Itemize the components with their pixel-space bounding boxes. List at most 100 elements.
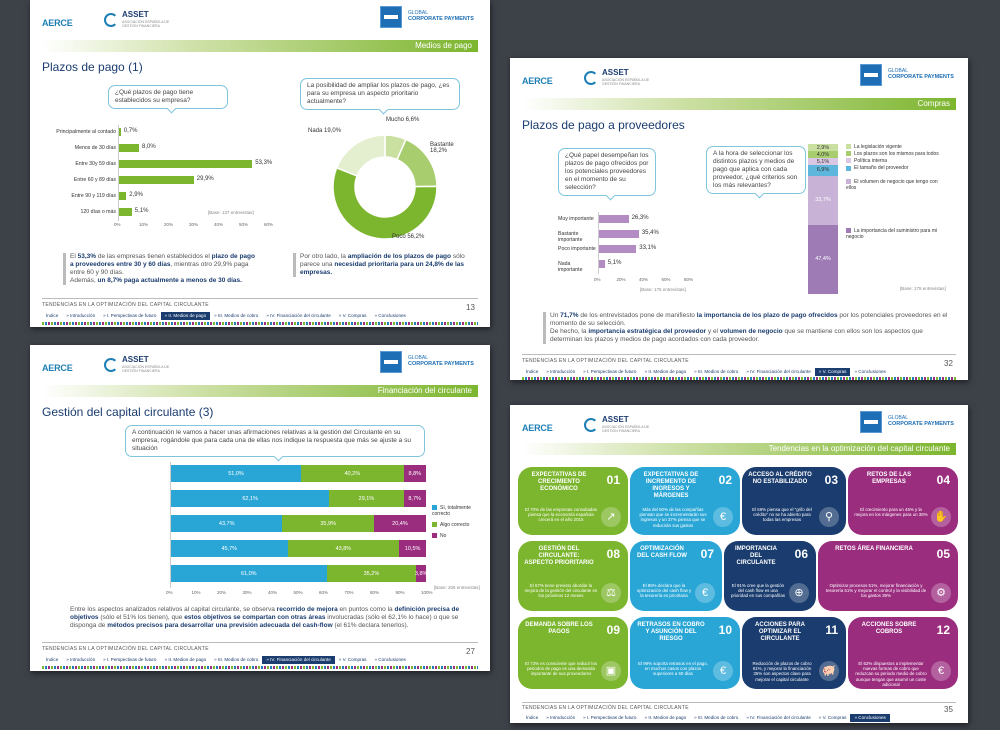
nav-link[interactable]: » I. Perspectivas de futuro	[103, 313, 157, 318]
nav-link[interactable]: » V. Compras	[814, 368, 851, 376]
bar-segment: 43,8%	[287, 540, 400, 557]
nav-link[interactable]: » III. Medios de cobro	[694, 715, 739, 720]
nav-link[interactable]: » IV. Financiación del circulante	[266, 313, 331, 318]
trend-text: El 73% es consciente que reducir los per…	[525, 661, 597, 677]
nav-link[interactable]: » II. Medios de pago	[164, 657, 207, 662]
footer-nav: Índice » Introducción » I. Perspectivas de…	[42, 312, 410, 320]
bar	[119, 128, 121, 136]
aerce-logo: AERCE	[522, 423, 553, 433]
page-number: 32	[944, 359, 953, 368]
nav-link[interactable]: Índice	[526, 369, 539, 374]
nav-link[interactable]: » Introducción	[66, 313, 96, 318]
nav-link[interactable]: » Introducción	[546, 715, 576, 720]
nav-link[interactable]: Índice	[526, 715, 539, 720]
trend-title: RETOS ÁREA FINANCIERA	[835, 546, 913, 552]
bar-value: 5,1%	[607, 260, 622, 266]
bar-row: Entre 90 y 119 días 2,9%	[71, 191, 269, 201]
trend-number: 06	[794, 547, 808, 561]
page-number: 27	[466, 647, 475, 656]
legend-label: Algo correcto	[440, 522, 470, 528]
bar-chart: Muy importante 26,3% Bastante importante 35…	[558, 212, 689, 274]
trend-number: 01	[606, 473, 620, 487]
axis-tick: 20%	[616, 277, 626, 282]
x-axis: 0% 10% 20% 30% 40% 50% 60%	[114, 222, 273, 230]
row-label: Los objetivos relativos a una gestión ef…	[73, 488, 168, 509]
footer-nav: Índice » Introducción » I. Perspectivas de…	[522, 368, 890, 376]
nav-link[interactable]: » Introducción	[546, 369, 576, 374]
nav-link[interactable]: » Introducción	[66, 657, 96, 662]
nav-link[interactable]: » Conclusiones	[850, 714, 890, 722]
axis-tick: 50%	[239, 222, 249, 227]
trend-number: 04	[936, 473, 950, 487]
section-band: Medios de pago	[42, 40, 478, 52]
trend-number: 10	[718, 623, 732, 637]
legend-item: No	[432, 533, 487, 539]
legend-item: La importancia del suministro para mi ne…	[846, 228, 946, 240]
page-title: Plazos de pago a proveedores	[522, 118, 685, 132]
axis-tick: 80%	[684, 277, 694, 282]
summary-text: Entre los aspectos analizados relativos …	[70, 606, 460, 629]
question-bubble: ¿Qué plazos de pago tiene establecidos s…	[108, 85, 228, 109]
bar-value: 29,9%	[196, 176, 214, 182]
question-bubble: A continuación le vamos a hacer unas afi…	[125, 425, 425, 457]
legend-item: Algo correcto	[432, 522, 487, 528]
nav-link[interactable]: » I. Perspectivas de futuro	[103, 657, 157, 662]
row-label: En mi empresa efectuamos un seguimiento …	[73, 541, 169, 556]
legend-item: La legislación vigente	[846, 144, 946, 150]
money-icon: €	[713, 507, 733, 527]
section-band: Financiación del circulante	[42, 385, 478, 397]
bar-value: 8,0%	[142, 144, 156, 150]
nav-link[interactable]: » IV. Financiación del circulante	[262, 656, 335, 664]
axis-tick: 0%	[594, 277, 601, 282]
donut-slice	[332, 166, 438, 240]
trend-text: El 70% de las empresas consultadas piens…	[525, 507, 597, 523]
bar-row: Principalmente al contado 0,7%	[56, 127, 269, 137]
nav-link[interactable]: » II. Medios de pago	[644, 715, 687, 720]
trend-card: RETRASOS EN COBRO Y ASUNCIÓN DEL RIESGO E…	[630, 617, 740, 689]
trend-title: ACCIONES SOBRE COBROS	[861, 622, 917, 635]
nav-link[interactable]: » V. Compras	[818, 715, 847, 720]
trend-title: DEMANDA SOBRE LOS PAGOS	[525, 622, 593, 635]
nav-link[interactable]: » IV. Financiación del circulante	[746, 369, 811, 374]
gears-icon: ⚙	[931, 583, 951, 603]
nav-link[interactable]: » Conclusiones	[854, 369, 886, 374]
bar-value: 33,1%	[639, 245, 657, 251]
bar-segment: 43,7%	[171, 515, 283, 532]
nav-link[interactable]: » II. Medios de pago	[644, 369, 687, 374]
nav-link[interactable]: » III. Medios de cobro	[214, 313, 259, 318]
nav-link[interactable]: » I. Perspectivas de futuro	[583, 369, 637, 374]
trend-text: El 91% cree que la gestión del cash flow…	[731, 583, 785, 599]
x-axis: 0% 10% 20% 30% 40% 50% 60% 70% 80% 90% 100%	[166, 590, 433, 598]
amex-logo	[380, 6, 402, 28]
bar-value: 26,3%	[631, 215, 649, 221]
nav-link[interactable]: » Conclusiones	[374, 313, 406, 318]
nav-link[interactable]: » V. Compras	[338, 313, 367, 318]
bar-label: Entre 30y 59 días	[75, 161, 116, 167]
page-number: 35	[944, 705, 953, 714]
nav-link[interactable]: » Conclusiones	[374, 657, 406, 662]
nav-link[interactable]: » III. Medios de cobro	[214, 657, 259, 662]
bar-segment: 8,8%	[403, 465, 426, 482]
nav-link[interactable]: Índice	[46, 657, 59, 662]
nav-link[interactable]: » III. Medios de cobro	[694, 369, 739, 374]
trend-card: ACCIONES SOBRE COBROS El 62% dispuestos a…	[848, 617, 958, 689]
nav-link[interactable]: Índice	[46, 313, 59, 318]
nav-link[interactable]: » IV. Financiación del circulante	[746, 715, 811, 720]
trend-text: El 85% declara que la optimización del c…	[636, 583, 692, 599]
bar-label: Principalmente al contado	[56, 129, 116, 135]
legend-item: Sí, totalmente correcto	[432, 505, 487, 517]
legend-item: Los plazos son los mismos para todos	[846, 151, 946, 157]
nav-link[interactable]: » II. Medios de pago	[160, 312, 211, 320]
amex-logo	[860, 411, 882, 433]
trend-number: 11	[825, 623, 838, 637]
bar-label: Entre 60 y 89 días	[73, 177, 116, 183]
bar-row: Muy importante 26,3%	[558, 214, 689, 224]
trend-title: IMPORTANCIA DEL CIRCULANTE	[735, 546, 777, 566]
nav-link[interactable]: » V. Compras	[338, 657, 367, 662]
row-label: En mi empresa tenemos una persona/ equip…	[75, 516, 168, 531]
legend-item: El volumen de negocio que tengo con ello…	[846, 179, 946, 191]
donut-chart	[332, 134, 438, 240]
euro-coin-icon: €	[695, 583, 715, 603]
trend-card: DEMANDA SOBRE LOS PAGOS El 73% es conscie…	[518, 617, 628, 689]
nav-link[interactable]: » I. Perspectivas de futuro	[583, 715, 637, 720]
